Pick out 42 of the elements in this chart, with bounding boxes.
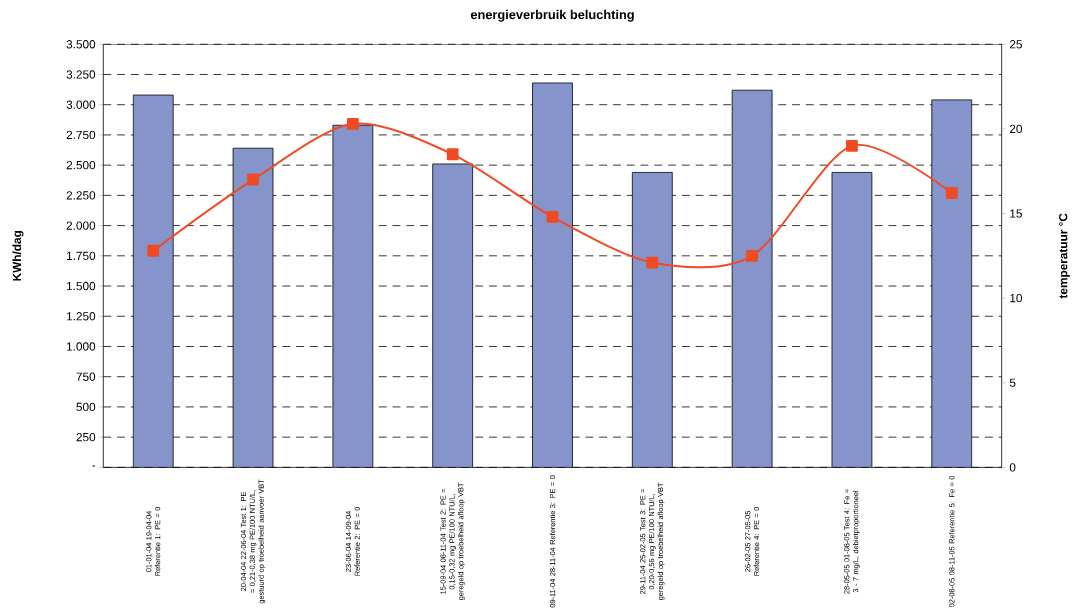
y-tick-label: 500 bbox=[76, 402, 96, 412]
bar bbox=[133, 94, 174, 468]
y-axis-title: KWh/dag bbox=[12, 230, 24, 281]
point bbox=[446, 148, 459, 161]
y-tick-label: 2.250 bbox=[66, 191, 96, 200]
y-tick-label: 2.750 bbox=[66, 130, 96, 140]
bar bbox=[732, 90, 773, 468]
y-tick-label: - bbox=[92, 465, 96, 467]
point bbox=[247, 173, 259, 186]
y-tick-label: 1.000 bbox=[66, 342, 96, 351]
y2-axis-title: temperatuur °C bbox=[1059, 213, 1070, 299]
bar bbox=[931, 99, 973, 468]
bar bbox=[632, 172, 673, 468]
point bbox=[147, 244, 160, 257]
y-tick-label: 3.500 bbox=[66, 40, 96, 49]
point bbox=[945, 187, 958, 200]
y2-tick-label: 5 bbox=[1009, 378, 1016, 387]
y-tick-label: 250 bbox=[76, 432, 96, 442]
y2-tick-label: 15 bbox=[1010, 209, 1022, 218]
bar bbox=[532, 82, 573, 468]
y2-tick-label: 25 bbox=[1009, 40, 1022, 49]
y-tick-label: 1.250 bbox=[66, 312, 96, 321]
y2-tick-label: 10 bbox=[1010, 293, 1023, 303]
bar bbox=[332, 125, 373, 468]
bar bbox=[831, 172, 872, 468]
y-tick-label: 1.500 bbox=[66, 281, 96, 291]
bar bbox=[233, 148, 273, 468]
y-tick-label: 1.750 bbox=[66, 251, 96, 260]
y2-tick-label: 0 bbox=[1009, 463, 1016, 472]
y-tick-label: 2.500 bbox=[66, 160, 96, 170]
y-tick-label: 3.000 bbox=[66, 100, 96, 109]
point bbox=[746, 249, 759, 262]
point bbox=[846, 139, 858, 152]
chart-title: energieverbruik beluchting bbox=[470, 9, 634, 22]
point bbox=[646, 256, 659, 269]
y-tick-label: 750 bbox=[76, 372, 96, 381]
y-tick-label: 3.250 bbox=[66, 70, 96, 79]
y-tick-label: 2.000 bbox=[66, 221, 96, 230]
bar bbox=[432, 163, 473, 468]
point bbox=[346, 117, 359, 130]
y2-tick-label: 20 bbox=[1009, 124, 1023, 133]
point bbox=[546, 210, 559, 223]
